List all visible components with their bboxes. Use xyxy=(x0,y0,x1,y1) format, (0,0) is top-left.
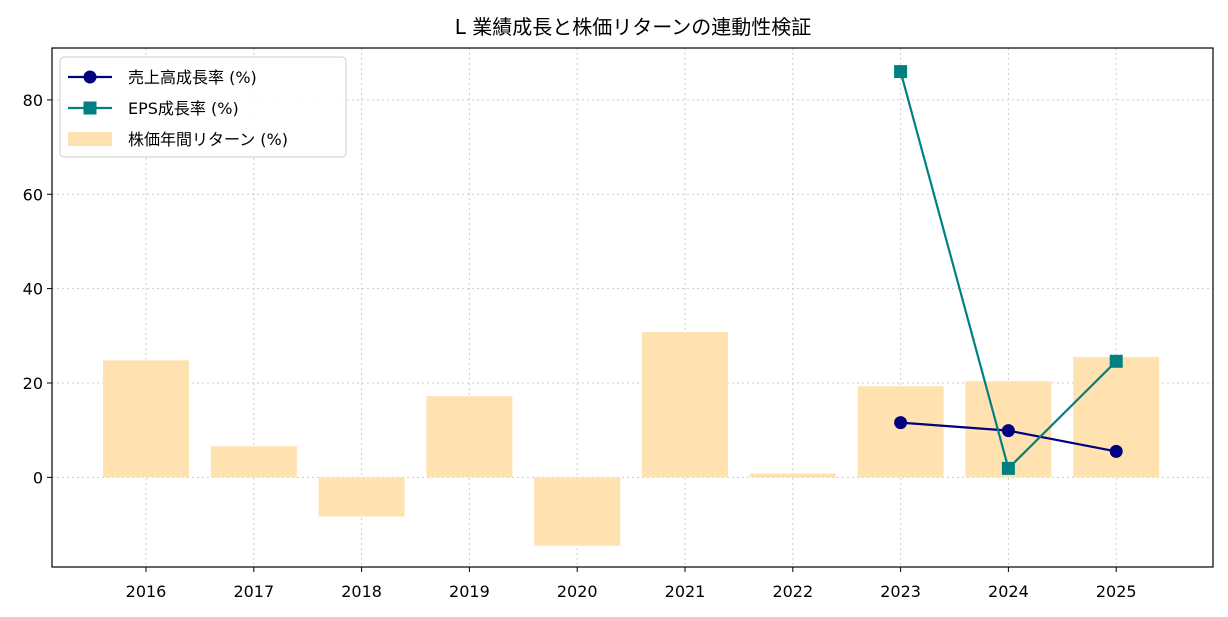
legend-label: 株価年間リターン (%) xyxy=(128,130,288,149)
bar xyxy=(857,386,944,478)
legend-swatch xyxy=(68,132,112,146)
y-tick-label: 0 xyxy=(33,468,43,487)
x-tick-label: 2025 xyxy=(1096,582,1137,601)
legend-label: EPS成長率 (%) xyxy=(128,99,239,118)
legend: 売上高成長率 (%) EPS成長率 (%) 株価年間リターン (%) xyxy=(59,56,347,158)
x-tick-label: 2017 xyxy=(233,582,274,601)
series-point-2 xyxy=(1109,354,1123,368)
bar xyxy=(749,473,836,478)
bar xyxy=(318,477,405,517)
legend-label: 売上高成長率 (%) xyxy=(128,68,257,87)
y-tick-label: 20 xyxy=(23,374,43,393)
axis-layer: 0 20 40 60 80 2016 2017 2018 2019 2020 2021 2022 202… xyxy=(23,47,1214,601)
series-point-2 xyxy=(894,65,908,79)
series-point-1 xyxy=(1109,444,1123,458)
x-tick-label: 2019 xyxy=(449,582,490,601)
legend-box xyxy=(59,56,347,158)
y-tick-label: 40 xyxy=(23,280,43,299)
series-point-2 xyxy=(1001,461,1015,475)
x-tick-label: 2022 xyxy=(772,582,813,601)
bar xyxy=(103,360,189,478)
chart-title: L 業績成長と株価リターンの連動性検証 xyxy=(455,15,812,39)
series-point-1 xyxy=(894,416,908,430)
bar xyxy=(426,396,513,478)
line-layer xyxy=(894,65,1123,475)
x-tick-label: 2016 xyxy=(126,582,167,601)
x-tick-label: 2018 xyxy=(341,582,382,601)
y-tick-label: 80 xyxy=(23,91,43,110)
bar xyxy=(534,477,621,546)
x-tick-label: 2020 xyxy=(557,582,598,601)
bar xyxy=(642,332,728,478)
legend-marker xyxy=(83,101,97,115)
series-point-1 xyxy=(1001,424,1015,438)
bar xyxy=(210,446,297,478)
x-tick-label: 2024 xyxy=(988,582,1029,601)
x-tick-label: 2023 xyxy=(880,582,921,601)
bar-layer xyxy=(103,332,1160,546)
y-tick-label: 60 xyxy=(23,185,43,204)
legend-marker xyxy=(83,70,97,84)
x-tick-label: 2021 xyxy=(665,582,706,601)
plot-frame xyxy=(51,47,1214,568)
bar xyxy=(1073,357,1160,478)
